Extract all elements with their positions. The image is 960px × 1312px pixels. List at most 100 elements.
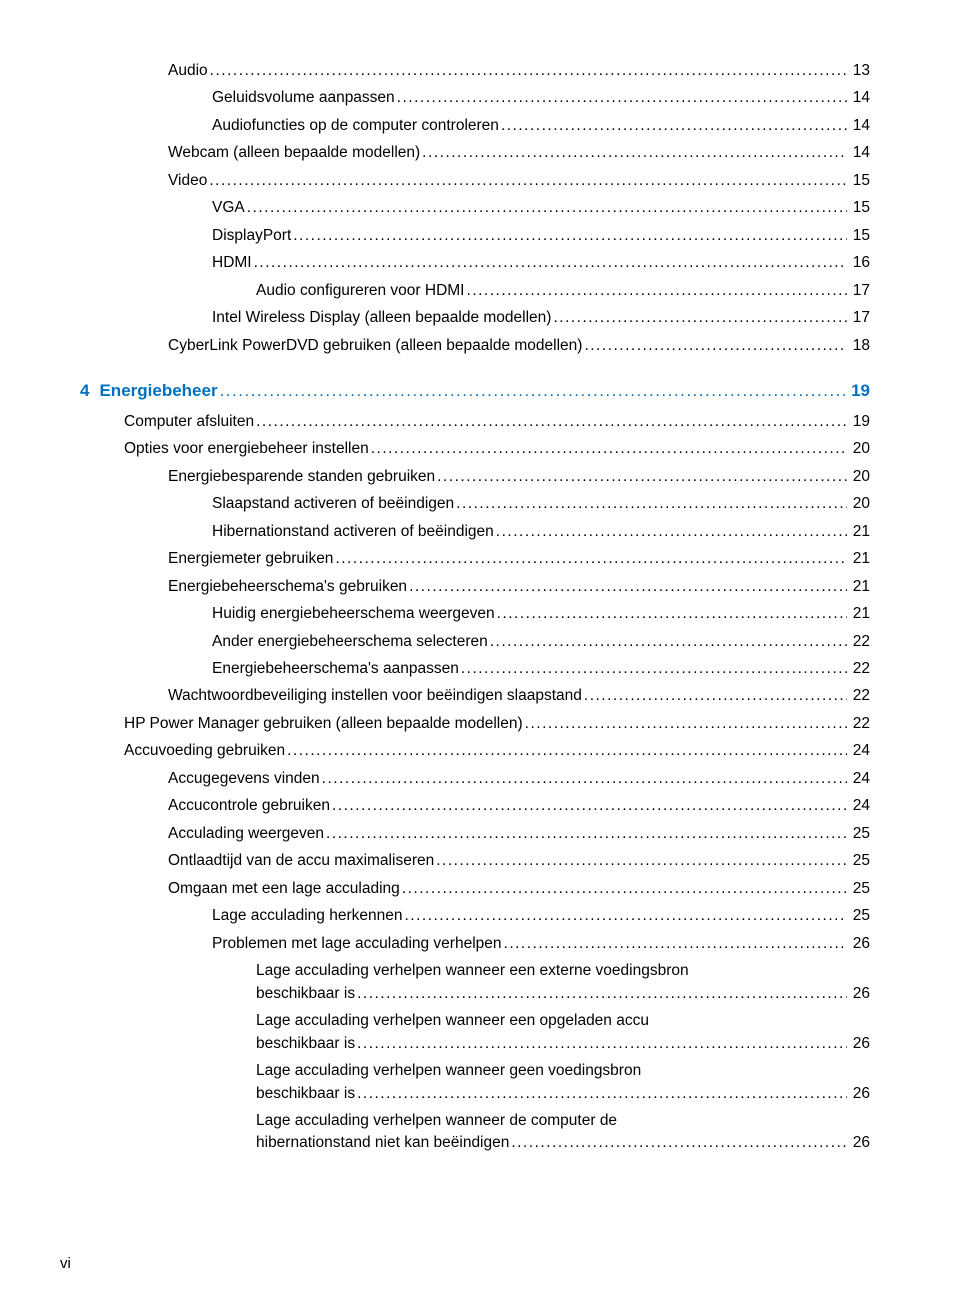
toc-entry-page: 16	[849, 252, 870, 274]
toc-entry-label: CyberLink PowerDVD gebruiken (alleen bep…	[168, 335, 582, 357]
toc-entry[interactable]: Huidig energiebeheerschema weergeven 21	[80, 603, 870, 625]
toc-section-entry[interactable]: 4Energiebeheer19	[80, 379, 870, 404]
toc-entry[interactable]: Webcam (alleen bepaalde modellen)14	[80, 142, 870, 164]
toc-entry[interactable]: Lage acculading verhelpen wanneer de com…	[80, 1110, 870, 1155]
toc-entry-page: 13	[849, 60, 870, 82]
toc-entry-label: Lage acculading herkennen	[212, 905, 402, 927]
toc-entry[interactable]: Wachtwoordbeveiliging instellen voor beë…	[80, 685, 870, 707]
toc-entry-page: 25	[849, 878, 870, 900]
toc-entry[interactable]: Energiemeter gebruiken21	[80, 548, 870, 570]
toc-entry-label: Energiebesparende standen gebruiken	[168, 466, 435, 488]
toc-entry[interactable]: Lage acculading verhelpen wanneer een ex…	[80, 960, 870, 1005]
toc-entry[interactable]: Accugegevens vinden 24	[80, 768, 870, 790]
toc-entry[interactable]: CyberLink PowerDVD gebruiken (alleen bep…	[80, 335, 870, 357]
toc-leader-dots	[497, 603, 847, 625]
toc-entry[interactable]: Acculading weergeven25	[80, 823, 870, 845]
toc-entry[interactable]: Ontlaadtijd van de accu maximaliseren25	[80, 850, 870, 872]
toc-entry-label: HDMI	[212, 252, 252, 274]
toc-entry-page: 21	[849, 548, 870, 570]
toc-entry-page: 22	[849, 631, 870, 653]
toc-entry[interactable]: HDMI 16	[80, 252, 870, 274]
toc-entry-page: 18	[849, 335, 870, 357]
toc-entry-page: 14	[849, 87, 870, 109]
toc-entry-label: Opties voor energiebeheer instellen	[124, 438, 369, 460]
toc-entry[interactable]: Geluidsvolume aanpassen14	[80, 87, 870, 109]
toc-entry[interactable]: Audio13	[80, 60, 870, 82]
toc-entry[interactable]: Slaapstand activeren of beëindigen20	[80, 493, 870, 515]
toc-entry-label: Problemen met lage acculading verhelpen	[212, 933, 502, 955]
toc-entry[interactable]: Accuvoeding gebruiken 24	[80, 740, 870, 762]
toc-leader-dots	[322, 768, 847, 790]
toc-entry[interactable]: Problemen met lage acculading verhelpen2…	[80, 933, 870, 955]
toc-leader-dots	[467, 280, 847, 302]
toc-entry-label: Video	[168, 170, 207, 192]
toc-entry-page: 22	[849, 658, 870, 680]
toc-entry[interactable]: Intel Wireless Display (alleen bepaalde …	[80, 307, 870, 329]
toc-entry[interactable]: Energiebesparende standen gebruiken 20	[80, 466, 870, 488]
toc-leader-dots	[584, 335, 846, 357]
toc-entry-label: Accuvoeding gebruiken	[124, 740, 285, 762]
toc-entry[interactable]: Opties voor energiebeheer instellen 20	[80, 438, 870, 460]
toc-entry-label: Lage acculading verhelpen wanneer een op…	[256, 1010, 870, 1032]
toc-entry[interactable]: Hibernationstand activeren of beëindigen…	[80, 521, 870, 543]
toc-entry-label: Wachtwoordbeveiliging instellen voor beë…	[168, 685, 582, 707]
toc-entry-page: 15	[849, 170, 870, 192]
toc-leader-dots	[357, 1033, 847, 1055]
toc-entry-label: Lage acculading verhelpen wanneer de com…	[256, 1110, 870, 1132]
toc-leader-dots	[220, 379, 846, 404]
toc-entry-page: 21	[849, 603, 870, 625]
toc-section-title: Energiebeheer	[99, 381, 217, 400]
toc-leader-dots	[293, 225, 847, 247]
toc-entry-page: 26	[849, 983, 870, 1005]
toc-entry[interactable]: Audio configureren voor HDMI17	[80, 280, 870, 302]
toc-entry-page: 21	[849, 576, 870, 598]
toc-entry-label: Lage acculading verhelpen wanneer geen v…	[256, 1060, 870, 1082]
toc-entry-label: beschikbaar is	[256, 1033, 355, 1055]
toc-entry[interactable]: VGA15	[80, 197, 870, 219]
toc-entry[interactable]: HP Power Manager gebruiken (alleen bepaa…	[80, 713, 870, 735]
table-of-contents: Audio13 Geluidsvolume aanpassen14 Audiofun…	[80, 60, 870, 1155]
toc-entry-label: Audio configureren voor HDMI	[256, 280, 465, 302]
toc-entry-label: Accugegevens vinden	[168, 768, 320, 790]
toc-leader-dots	[335, 548, 846, 570]
toc-entry-page: 15	[849, 225, 870, 247]
toc-entry-page: 24	[849, 768, 870, 790]
toc-entry-label: Ontlaadtijd van de accu maximaliseren	[168, 850, 434, 872]
toc-entry-page: 24	[849, 740, 870, 762]
toc-entry[interactable]: Energiebeheerschema's aanpassen22	[80, 658, 870, 680]
toc-entry-label: beschikbaar is	[256, 1083, 355, 1105]
toc-leader-dots	[456, 493, 847, 515]
toc-entry-label: Huidig energiebeheerschema weergeven	[212, 603, 495, 625]
toc-leader-dots	[247, 197, 847, 219]
toc-entry-label: Ander energiebeheerschema selecteren	[212, 631, 488, 653]
toc-leader-dots	[504, 933, 847, 955]
toc-entry[interactable]: Lage acculading verhelpen wanneer een op…	[80, 1010, 870, 1055]
toc-entry[interactable]: Lage acculading verhelpen wanneer geen v…	[80, 1060, 870, 1105]
toc-leader-dots	[254, 252, 847, 274]
page-number: vi	[60, 1255, 71, 1272]
toc-leader-dots	[397, 87, 847, 109]
toc-entry[interactable]: DisplayPort15	[80, 225, 870, 247]
toc-section-label: 4Energiebeheer	[80, 379, 218, 404]
toc-entry-page: 20	[849, 438, 870, 460]
toc-entry[interactable]: Computer afsluiten19	[80, 411, 870, 433]
toc-entry-label: Energiebeheerschema's gebruiken	[168, 576, 407, 598]
toc-entry-page: 22	[849, 685, 870, 707]
toc-entry-page: 26	[849, 1132, 870, 1154]
toc-entry-page: 15	[849, 197, 870, 219]
toc-leader-dots	[210, 60, 847, 82]
toc-leader-dots	[525, 713, 847, 735]
toc-leader-dots	[553, 307, 846, 329]
toc-entry-page: 26	[849, 1083, 870, 1105]
toc-entry[interactable]: Energiebeheerschema's gebruiken 21	[80, 576, 870, 598]
toc-entry[interactable]: Video 15	[80, 170, 870, 192]
toc-leader-dots	[402, 878, 847, 900]
toc-entry[interactable]: Lage acculading herkennen25	[80, 905, 870, 927]
toc-entry[interactable]: Accucontrole gebruiken24	[80, 795, 870, 817]
toc-entry[interactable]: Audiofuncties op de computer controleren…	[80, 115, 870, 137]
toc-entry[interactable]: Omgaan met een lage acculading25	[80, 878, 870, 900]
toc-entry-page: 20	[849, 466, 870, 488]
toc-leader-dots	[287, 740, 847, 762]
toc-entry[interactable]: Ander energiebeheerschema selecteren 22	[80, 631, 870, 653]
toc-leader-dots	[461, 658, 847, 680]
